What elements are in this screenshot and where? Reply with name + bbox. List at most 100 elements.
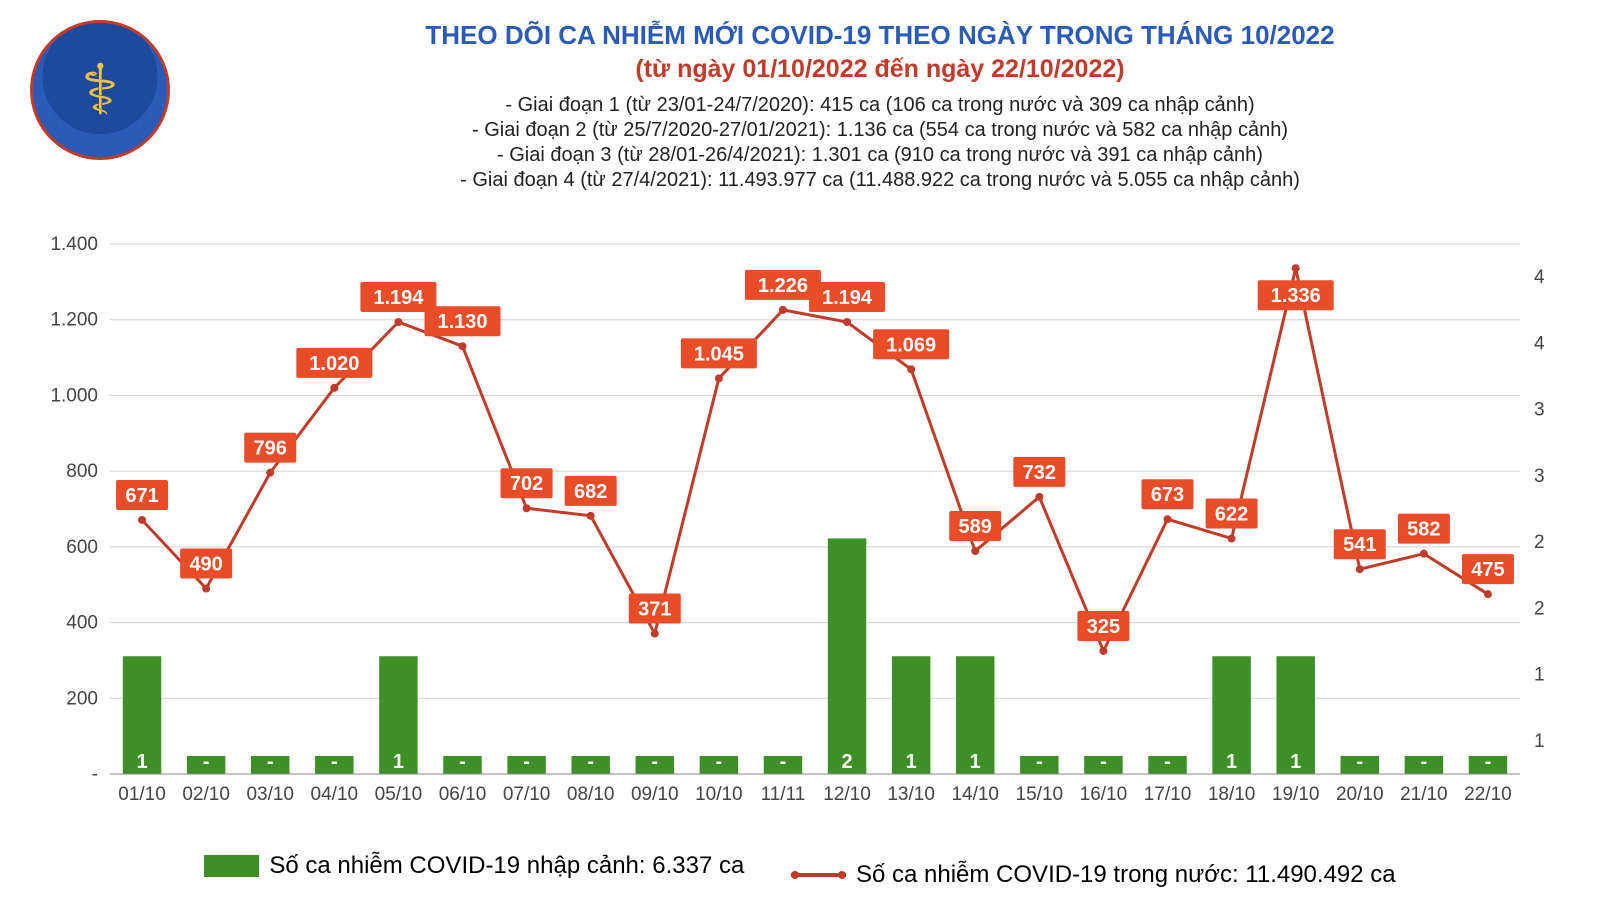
svg-text:-: - xyxy=(716,751,723,773)
svg-text:200: 200 xyxy=(66,688,98,709)
svg-text:-: - xyxy=(92,764,98,785)
svg-text:07/10: 07/10 xyxy=(503,784,551,805)
svg-text:1.020: 1.020 xyxy=(309,353,359,375)
svg-text:-: - xyxy=(459,751,466,773)
svg-text:589: 589 xyxy=(959,516,992,538)
svg-text:622: 622 xyxy=(1215,504,1248,526)
phase-1: - Giai đoạn 1 (từ 23/01-24/7/2020): 415 … xyxy=(190,94,1570,117)
svg-text:1: 1 xyxy=(1534,731,1545,752)
title-block: THEO DÕI CA NHIỄM MỚI COVID-19 THEO NGÀY… xyxy=(190,20,1570,194)
svg-text:682: 682 xyxy=(574,481,607,503)
svg-text:-: - xyxy=(1485,751,1492,773)
svg-text:-: - xyxy=(587,751,594,773)
svg-text:06/10: 06/10 xyxy=(439,784,487,805)
svg-text:-: - xyxy=(1164,751,1171,773)
svg-text:1.200: 1.200 xyxy=(50,310,98,331)
svg-text:-: - xyxy=(1421,751,1428,773)
svg-text:475: 475 xyxy=(1471,559,1504,581)
svg-text:14/10: 14/10 xyxy=(951,784,999,805)
svg-text:673: 673 xyxy=(1151,484,1184,506)
svg-text:600: 600 xyxy=(66,537,98,558)
svg-text:582: 582 xyxy=(1407,519,1440,541)
svg-text:1: 1 xyxy=(393,751,404,773)
svg-text:1: 1 xyxy=(1534,665,1545,686)
svg-text:1.069: 1.069 xyxy=(886,334,936,356)
svg-text:541: 541 xyxy=(1343,534,1376,556)
svg-text:16/10: 16/10 xyxy=(1080,784,1128,805)
svg-text:1.130: 1.130 xyxy=(437,311,487,333)
svg-text:10/10: 10/10 xyxy=(695,784,743,805)
svg-text:1.400: 1.400 xyxy=(50,234,98,255)
svg-text:-: - xyxy=(203,751,210,773)
svg-text:20/10: 20/10 xyxy=(1336,784,1384,805)
svg-text:4: 4 xyxy=(1534,333,1545,354)
svg-text:1: 1 xyxy=(906,751,917,773)
svg-text:-: - xyxy=(1036,751,1043,773)
svg-text:3: 3 xyxy=(1534,466,1545,487)
phase-3: - Giai đoạn 3 (từ 28/01-26/4/2021): 1.30… xyxy=(190,144,1570,167)
header: THEO DÕI CA NHIỄM MỚI COVID-19 THEO NGÀY… xyxy=(30,20,1570,194)
svg-text:-: - xyxy=(331,751,338,773)
svg-text:371: 371 xyxy=(638,599,671,621)
subtitle: (từ ngày 01/10/2022 đến ngày 22/10/2022) xyxy=(190,55,1570,84)
svg-text:2: 2 xyxy=(1534,532,1545,553)
svg-text:02/10: 02/10 xyxy=(182,784,230,805)
svg-text:732: 732 xyxy=(1023,462,1056,484)
svg-text:796: 796 xyxy=(254,438,287,460)
svg-text:3: 3 xyxy=(1534,400,1545,421)
svg-text:1.000: 1.000 xyxy=(50,385,98,406)
svg-text:1.045: 1.045 xyxy=(694,343,744,365)
svg-text:-: - xyxy=(523,751,530,773)
svg-text:1.226: 1.226 xyxy=(758,275,808,297)
svg-text:09/10: 09/10 xyxy=(631,784,679,805)
svg-text:1: 1 xyxy=(1226,751,1237,773)
legend-line: Số ca nhiễm COVID-19 trong nước: 11.490.… xyxy=(791,861,1396,889)
svg-text:325: 325 xyxy=(1087,616,1120,638)
svg-text:08/10: 08/10 xyxy=(567,784,615,805)
svg-text:22/10: 22/10 xyxy=(1464,784,1512,805)
legend-line-label: Số ca nhiễm COVID-19 trong nước: 11.490.… xyxy=(856,861,1396,889)
svg-text:19/10: 19/10 xyxy=(1272,784,1320,805)
svg-text:671: 671 xyxy=(125,485,158,507)
svg-text:2: 2 xyxy=(1534,598,1545,619)
svg-text:1: 1 xyxy=(1290,751,1301,773)
chart-container: - 200 400 600 800 1.000 1.200 1.400 1 1 2 2 3 3 4 4 1 01/… xyxy=(30,204,1570,844)
legend-bar-label: Số ca nhiễm COVID-19 nhập cảnh: 6.337 ca xyxy=(269,852,744,880)
svg-text:17/10: 17/10 xyxy=(1144,784,1192,805)
svg-text:11/11: 11/11 xyxy=(761,784,806,805)
svg-text:-: - xyxy=(267,751,274,773)
svg-text:12/10: 12/10 xyxy=(823,784,871,805)
svg-text:490: 490 xyxy=(189,554,222,576)
svg-text:1.194: 1.194 xyxy=(822,287,873,309)
svg-text:1.194: 1.194 xyxy=(373,287,424,309)
legend: Số ca nhiễm COVID-19 nhập cảnh: 6.337 ca… xyxy=(30,852,1570,889)
ministry-logo xyxy=(30,20,170,160)
bar-swatch xyxy=(204,855,259,877)
svg-text:2: 2 xyxy=(841,751,852,773)
svg-text:1: 1 xyxy=(136,751,147,773)
svg-text:04/10: 04/10 xyxy=(311,784,359,805)
svg-text:-: - xyxy=(1100,751,1107,773)
legend-bar: Số ca nhiễm COVID-19 nhập cảnh: 6.337 ca xyxy=(204,852,744,880)
svg-text:400: 400 xyxy=(66,613,98,634)
svg-text:13/10: 13/10 xyxy=(887,784,935,805)
phase-2: - Giai đoạn 2 (từ 25/7/2020-27/01/2021):… xyxy=(190,119,1570,142)
svg-text:18/10: 18/10 xyxy=(1208,784,1256,805)
svg-text:03/10: 03/10 xyxy=(246,784,294,805)
svg-text:15/10: 15/10 xyxy=(1016,784,1064,805)
main-title: THEO DÕI CA NHIỄM MỚI COVID-19 THEO NGÀY… xyxy=(190,20,1570,51)
line-swatch xyxy=(791,873,846,877)
svg-text:1.336: 1.336 xyxy=(1271,285,1321,307)
svg-text:1: 1 xyxy=(970,751,981,773)
svg-text:800: 800 xyxy=(66,461,98,482)
svg-text:4: 4 xyxy=(1534,267,1545,288)
svg-text:702: 702 xyxy=(510,473,543,495)
combo-chart: - 200 400 600 800 1.000 1.200 1.400 1 1 2 2 3 3 4 4 1 01/… xyxy=(30,204,1570,844)
svg-text:-: - xyxy=(1356,751,1363,773)
phase-4: - Giai đoạn 4 (từ 27/4/2021): 11.493.977… xyxy=(190,169,1570,192)
svg-text:05/10: 05/10 xyxy=(375,784,423,805)
svg-text:-: - xyxy=(651,751,658,773)
svg-text:01/10: 01/10 xyxy=(118,784,166,805)
svg-text:21/10: 21/10 xyxy=(1400,784,1448,805)
svg-text:-: - xyxy=(780,751,787,773)
